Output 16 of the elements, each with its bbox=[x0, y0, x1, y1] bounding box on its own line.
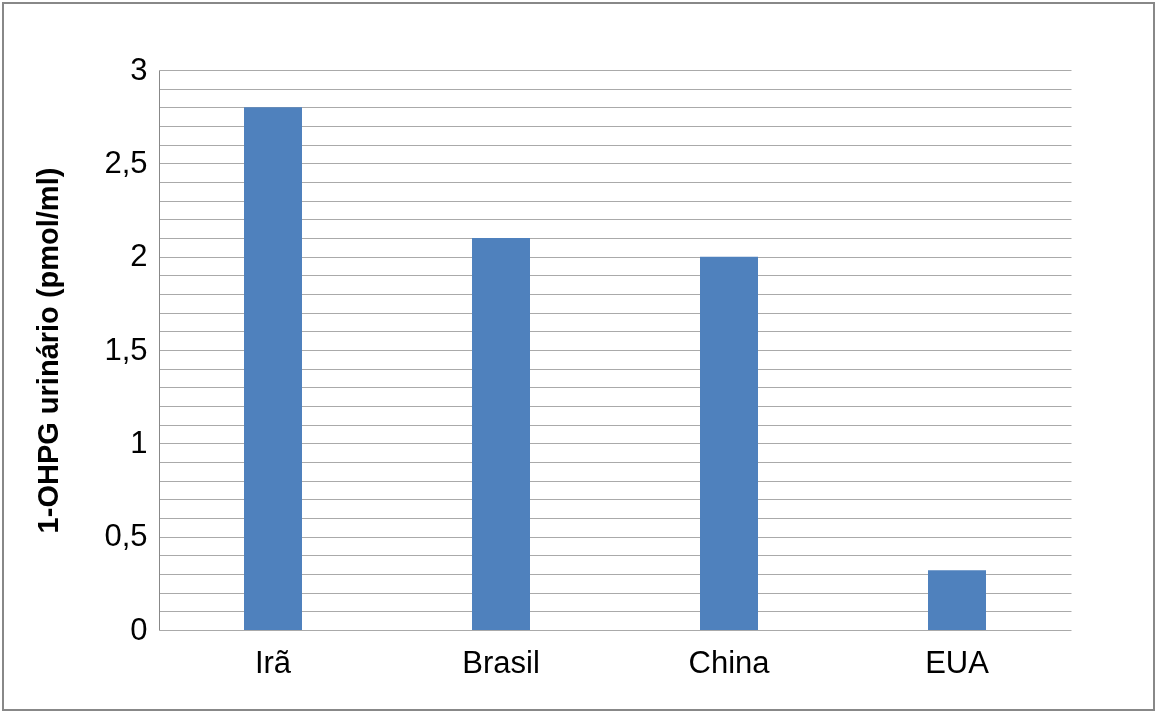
x-tick-label: China bbox=[688, 644, 771, 680]
bar bbox=[700, 256, 758, 630]
bar bbox=[244, 107, 302, 630]
x-tick-label: Brasil bbox=[462, 644, 540, 680]
x-tick-label: EUA bbox=[925, 644, 990, 680]
bar bbox=[928, 570, 986, 630]
y-tick-label: 3 bbox=[130, 51, 148, 87]
bar bbox=[472, 238, 530, 630]
y-tick-label: 1 bbox=[130, 424, 148, 460]
y-tick-label: 2,5 bbox=[104, 144, 148, 180]
y-tick-label: 0 bbox=[130, 611, 148, 647]
y-tick-label: 2 bbox=[130, 238, 148, 274]
y-tick-label: 0,5 bbox=[104, 518, 148, 554]
x-tick-label: Irã bbox=[254, 644, 292, 680]
y-axis-title: 1-OHPG urinário (pmol/ml) bbox=[32, 167, 65, 534]
y-tick-label: 1,5 bbox=[104, 331, 148, 367]
